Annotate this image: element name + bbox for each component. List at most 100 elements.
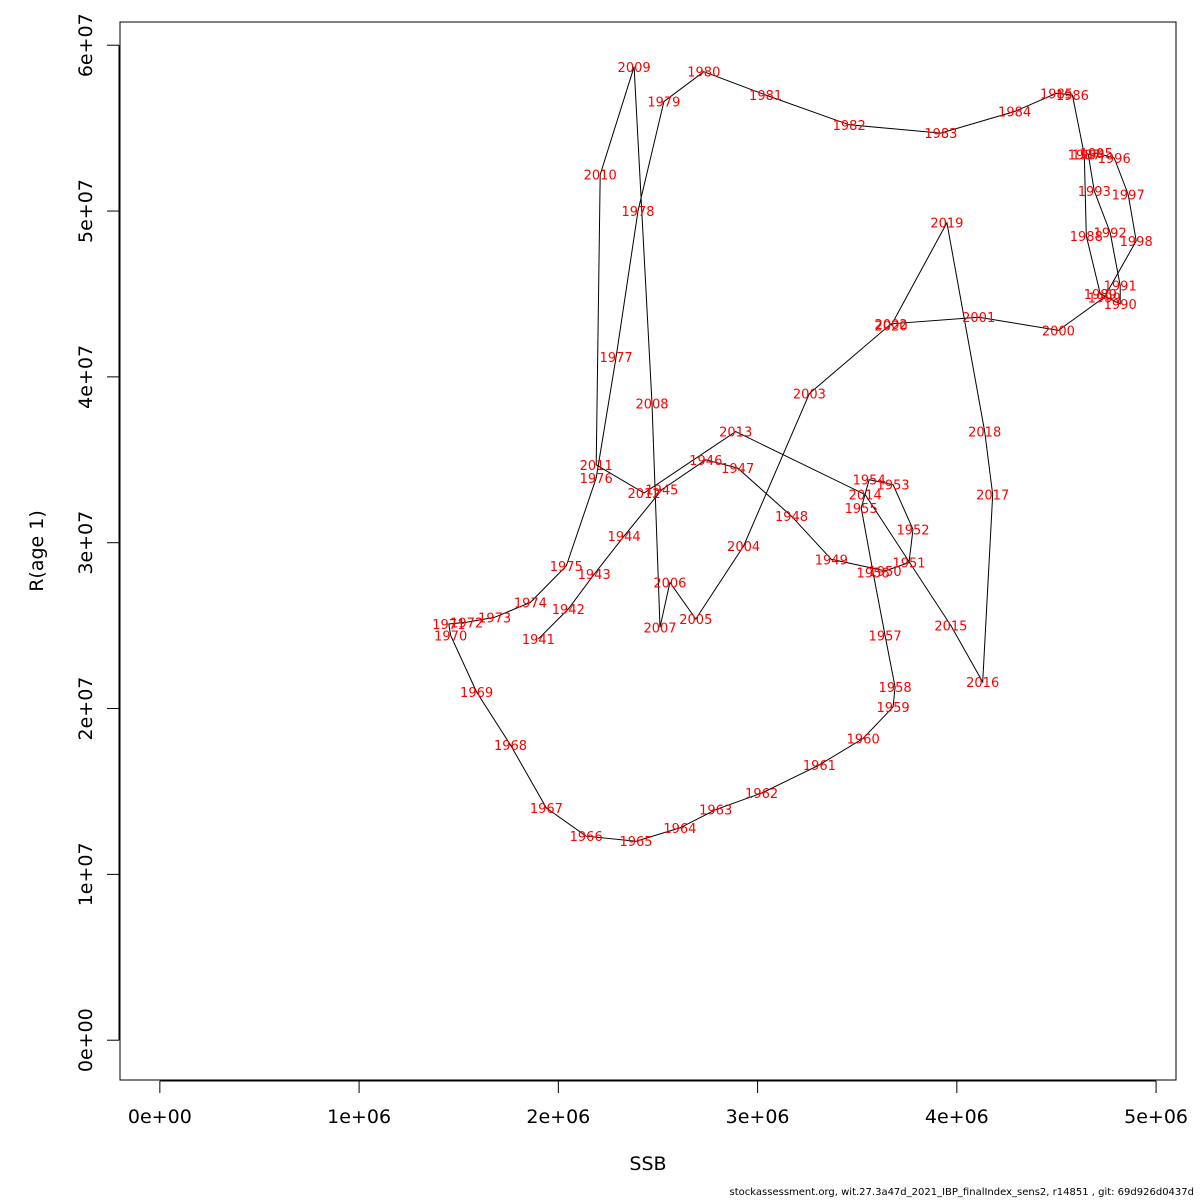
- point-label-1985: 1985: [1040, 87, 1073, 102]
- point-label-1963: 1963: [699, 804, 732, 819]
- point-label-2017: 2017: [976, 489, 1009, 504]
- point-label-1952: 1952: [896, 523, 929, 538]
- point-label-1946: 1946: [689, 454, 722, 469]
- point-label-1965: 1965: [619, 835, 652, 850]
- point-label-1997: 1997: [1112, 189, 1145, 204]
- point-label-2007: 2007: [643, 621, 676, 636]
- point-label-2002: 2002: [875, 318, 908, 333]
- y-tick-label: 3e+07: [75, 511, 97, 575]
- point-label-2011: 2011: [580, 459, 613, 474]
- y-axis: 0e+00 1e+07 2e+07 3e+07 4e+07 5e+07 6e+07: [75, 13, 120, 1072]
- y-tick-label: 1e+07: [75, 842, 97, 906]
- point-label-1956: 1956: [857, 567, 890, 582]
- x-tick-label: 2e+06: [526, 1106, 590, 1128]
- point-label-2008: 2008: [635, 397, 668, 412]
- point-label-2016: 2016: [966, 676, 999, 691]
- point-label-1962: 1962: [745, 787, 778, 802]
- point-label-1993: 1993: [1078, 185, 1111, 200]
- point-label-2005: 2005: [679, 613, 712, 628]
- point-label-2014: 2014: [849, 489, 882, 504]
- point-label-1958: 1958: [879, 681, 912, 696]
- point-label-1979: 1979: [647, 96, 680, 111]
- x-tick-label: 1e+06: [327, 1106, 391, 1128]
- x-axis: 0e+00 1e+06 2e+06 3e+06 4e+06 5e+06: [128, 1080, 1188, 1128]
- point-label-2004: 2004: [727, 540, 760, 555]
- point-label-1957: 1957: [869, 630, 902, 645]
- plot-frame: [119, 21, 1177, 1081]
- point-label-2013: 2013: [719, 426, 752, 441]
- point-label-2000: 2000: [1042, 324, 1075, 339]
- point-label-1986: 1986: [1056, 89, 1089, 104]
- y-tick-label: 5e+07: [75, 179, 97, 243]
- point-label-1998: 1998: [1120, 235, 1153, 250]
- point-label-1947: 1947: [721, 462, 754, 477]
- point-label-2020: 2020: [875, 320, 908, 335]
- point-label-1943: 1943: [578, 568, 611, 583]
- point-label-1972: 1972: [450, 616, 483, 631]
- point-label-1953: 1953: [877, 479, 910, 494]
- point-label-1983: 1983: [924, 127, 957, 142]
- point-label-1995: 1995: [1080, 147, 1113, 162]
- point-label-1974: 1974: [514, 596, 547, 611]
- point-label-1950: 1950: [869, 565, 902, 580]
- point-label-1969: 1969: [460, 686, 493, 701]
- point-label-2009: 2009: [618, 61, 651, 76]
- point-label-1991: 1991: [1104, 280, 1137, 295]
- point-label-2015: 2015: [934, 620, 967, 635]
- point-label-1951: 1951: [892, 557, 925, 572]
- y-tick-label: 4e+07: [75, 345, 97, 409]
- point-label-1977: 1977: [600, 351, 633, 366]
- x-tick-label: 4e+06: [925, 1106, 989, 1128]
- point-label-1980: 1980: [687, 66, 720, 81]
- point-label-2006: 2006: [653, 577, 686, 592]
- point-label-1944: 1944: [608, 530, 641, 545]
- point-label-1966: 1966: [570, 830, 603, 845]
- point-label-2001: 2001: [962, 311, 995, 326]
- point-label-1967: 1967: [530, 802, 563, 817]
- point-label-1976: 1976: [580, 472, 613, 487]
- point-label-1955: 1955: [845, 502, 878, 517]
- point-label-1970: 1970: [434, 630, 467, 645]
- point-label-1984: 1984: [998, 106, 1031, 121]
- y-tick-label: 2e+07: [75, 677, 97, 741]
- point-label-1978: 1978: [621, 205, 654, 220]
- point-label-1994: 1994: [1072, 149, 1105, 164]
- point-label-1982: 1982: [833, 119, 866, 134]
- point-label-1981: 1981: [749, 89, 782, 104]
- point-label-1959: 1959: [877, 701, 910, 716]
- point-label-1960: 1960: [847, 732, 880, 747]
- point-label-1945: 1945: [645, 484, 678, 499]
- point-label-2018: 2018: [968, 426, 1001, 441]
- point-label-2019: 2019: [930, 217, 963, 232]
- point-label-1954: 1954: [853, 474, 886, 489]
- point-label-1973: 1973: [478, 611, 511, 626]
- point-label-1992: 1992: [1094, 227, 1127, 242]
- point-label-1949: 1949: [815, 553, 848, 568]
- point-label-1948: 1948: [775, 510, 808, 525]
- y-tick-label: 6e+07: [75, 13, 97, 77]
- point-label-2012: 2012: [627, 487, 660, 502]
- footer-source: stockassessment.org, wit.27.3a47d_2021_I…: [729, 1187, 1194, 1198]
- point-label-1989: 1989: [1084, 288, 1117, 303]
- series-line: [448, 66, 1137, 842]
- x-axis-title: SSB: [629, 1153, 666, 1175]
- x-tick-label: 5e+06: [1124, 1106, 1188, 1128]
- point-label-1964: 1964: [663, 822, 696, 837]
- x-tick-label: 0e+00: [128, 1106, 192, 1128]
- point-label-1975: 1975: [550, 560, 583, 575]
- point-label-1961: 1961: [803, 759, 836, 774]
- point-label-1987: 1987: [1068, 149, 1101, 164]
- y-tick-label: 0e+00: [75, 1008, 97, 1072]
- point-label-1971: 1971: [432, 618, 465, 633]
- point-label-1941: 1941: [522, 633, 555, 648]
- x-tick-label: 3e+06: [726, 1106, 790, 1128]
- y-axis-title: R(age 1): [26, 510, 48, 592]
- point-label-1942: 1942: [552, 603, 585, 618]
- point-label-1999: 1999: [1088, 291, 1121, 306]
- point-label-1996: 1996: [1098, 152, 1131, 167]
- point-label-1968: 1968: [494, 739, 527, 754]
- point-label-1988: 1988: [1070, 230, 1103, 245]
- point-label-2003: 2003: [793, 388, 826, 403]
